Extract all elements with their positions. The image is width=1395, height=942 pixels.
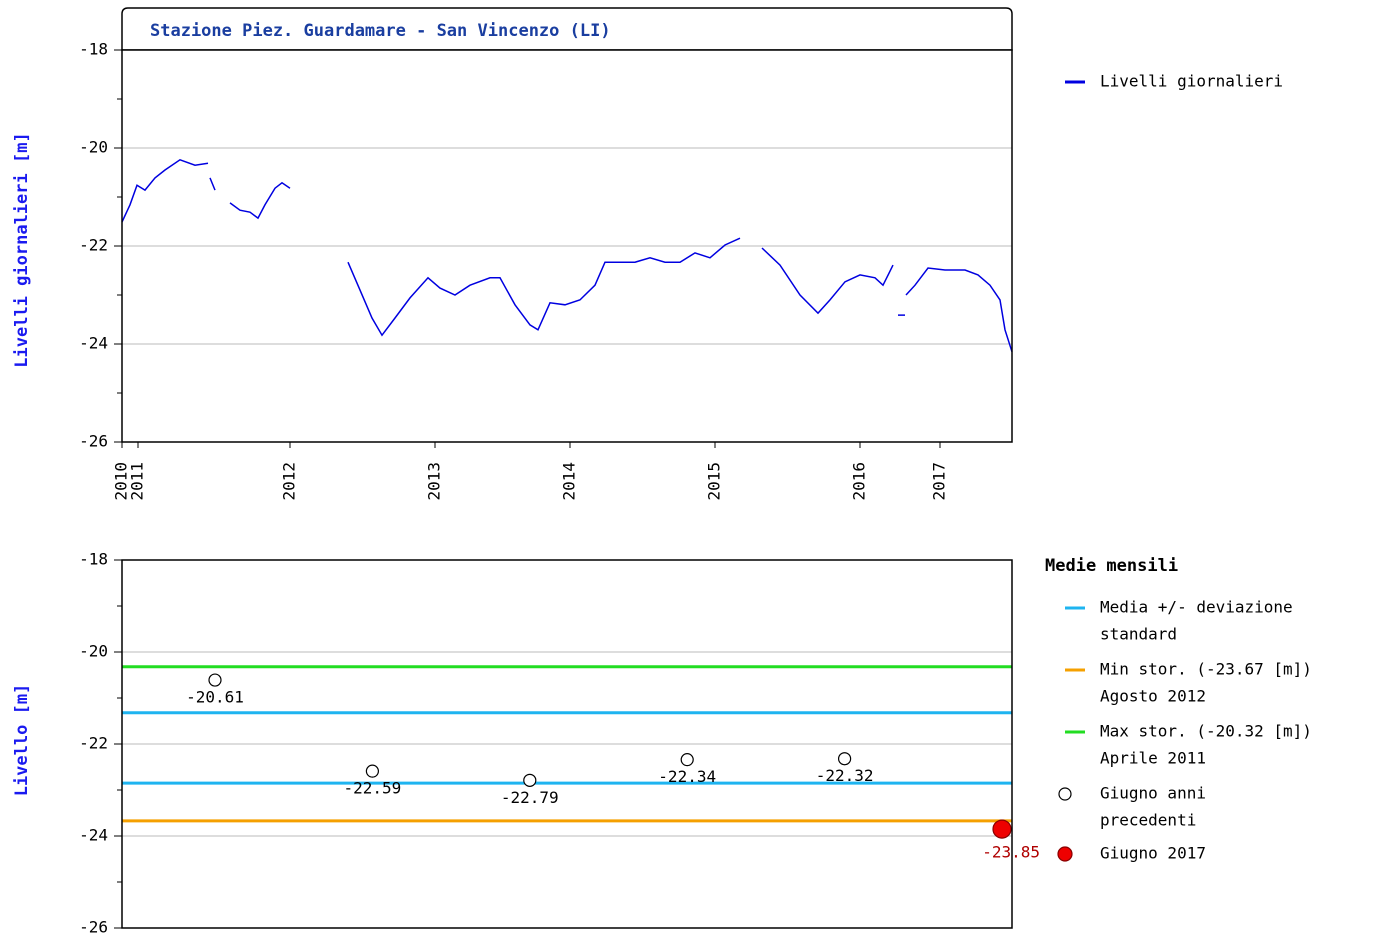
x-tick-label: 2011 <box>128 462 147 501</box>
legend-label: Giugno anni <box>1100 784 1206 803</box>
data-label: -22.34 <box>658 767 716 786</box>
y-tick-label: -26 <box>79 918 108 937</box>
data-point <box>365 764 379 778</box>
x-tick-label: 2012 <box>280 462 299 501</box>
data-label: -22.32 <box>816 766 874 785</box>
legend-label: standard <box>1100 625 1177 644</box>
data-point <box>680 753 694 767</box>
legend-swatch <box>1057 846 1073 862</box>
data-label: -22.59 <box>344 779 402 798</box>
y-tick-label: -24 <box>79 826 108 845</box>
y-tick-label: -22 <box>79 236 108 255</box>
y-axis-label: Livelli giornalieri [m] <box>12 132 32 367</box>
x-tick-label: 2016 <box>850 462 869 501</box>
plot-frame <box>121 559 1013 929</box>
chart-title: Stazione Piez. Guardamare - San Vincenzo… <box>150 21 611 41</box>
data-point <box>523 773 537 787</box>
legend-label: Max stor. (-20.32 [m]) <box>1100 722 1312 741</box>
x-tick-label: 2015 <box>705 462 724 501</box>
y-tick-label: -22 <box>79 734 108 753</box>
x-tick-label: 2017 <box>930 462 949 501</box>
legend-label: Min stor. (-23.67 [m]) <box>1100 660 1312 679</box>
legend-label: Agosto 2012 <box>1100 687 1206 706</box>
legend-title: Medie mensili <box>1045 556 1178 576</box>
x-tick-label: 2014 <box>560 462 579 501</box>
data-label: -23.85 <box>982 843 1040 862</box>
data-label: -22.79 <box>501 788 559 807</box>
data-point <box>837 752 852 766</box>
plot-frame <box>121 49 1013 443</box>
x-tick-label: 2010 <box>112 462 131 501</box>
x-tick-label: 2013 <box>425 462 444 501</box>
legend-label: Aprile 2011 <box>1100 749 1206 768</box>
y-tick-label: -20 <box>79 138 108 157</box>
y-tick-label: -18 <box>79 40 108 59</box>
data-point <box>992 819 1012 839</box>
y-tick-label: -20 <box>79 642 108 661</box>
y-tick-label: -18 <box>79 550 108 569</box>
legend-label: Livelli giornalieri <box>1100 72 1283 91</box>
y-axis-label: Livello [m] <box>12 684 32 797</box>
y-tick-label: -24 <box>79 334 108 353</box>
data-point <box>208 673 222 687</box>
data-label: -20.61 <box>186 688 244 707</box>
data-line <box>121 158 1013 353</box>
legend-label: Media +/- deviazione <box>1100 598 1293 617</box>
legend-label: Giugno 2017 <box>1100 844 1206 863</box>
title-box <box>121 7 1013 51</box>
y-tick-label: -26 <box>79 432 108 451</box>
legend-label: precedenti <box>1100 811 1196 830</box>
legend-swatch <box>1058 787 1072 801</box>
